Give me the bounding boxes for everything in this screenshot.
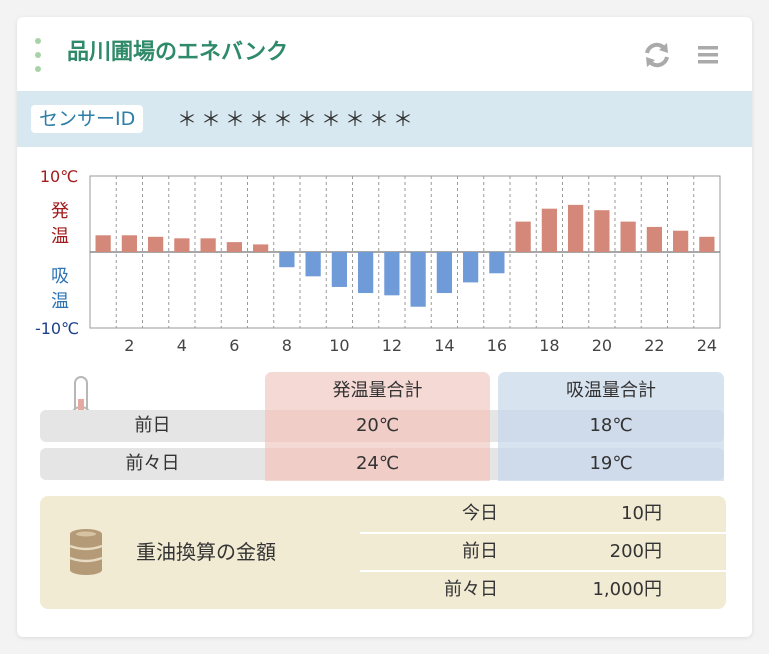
- row-label: 前々日: [125, 453, 180, 474]
- chart-bar: [541, 208, 557, 252]
- chart-bar: [174, 238, 190, 252]
- x-tick-label: 18: [539, 336, 559, 355]
- absorb-value: 18℃: [498, 410, 724, 442]
- oil-equivalent-label: 重油換算の金額: [136, 540, 276, 564]
- chart-bar: [436, 252, 452, 294]
- heat-axis-label: 温: [51, 226, 69, 247]
- x-tick-label: 8: [282, 336, 292, 355]
- y-bottom-label: -10℃: [35, 319, 79, 338]
- x-tick-label: 2: [124, 336, 134, 355]
- refresh-icon: [645, 42, 669, 68]
- x-tick-label: 6: [229, 336, 239, 355]
- sensor-id-label: センサーID: [31, 105, 144, 133]
- chart-bar: [331, 252, 347, 287]
- chart-bar: [226, 242, 242, 252]
- chart-bar: [95, 235, 111, 252]
- chart-bar: [568, 204, 584, 252]
- chart-bar: [489, 252, 505, 274]
- oil-row-value: 10円: [621, 503, 662, 524]
- heat-value: 24℃: [265, 448, 490, 480]
- summary-row-day-before: 前々日 24℃ 19℃: [40, 448, 724, 480]
- x-tick-label: 22: [644, 336, 664, 355]
- card-title: 品川圃場のエネバンク: [67, 40, 289, 65]
- hamburger-menu-icon: [698, 46, 718, 64]
- x-tick-label: 20: [592, 336, 612, 355]
- x-tick-label: 16: [487, 336, 507, 355]
- oil-row-label: 前日: [462, 541, 498, 562]
- chart-bar: [515, 221, 531, 252]
- divider: [360, 570, 726, 572]
- chart-bar: [200, 238, 216, 252]
- menu-button[interactable]: [691, 37, 727, 73]
- heat-value: 20℃: [265, 410, 490, 442]
- x-tick-label: 10: [329, 336, 349, 355]
- absorb-value: 19℃: [498, 448, 724, 480]
- heat-axis-label: 発: [51, 201, 69, 222]
- oil-row-label: 今日: [462, 503, 498, 524]
- row-label: 前日: [134, 415, 171, 436]
- chart-bar: [121, 235, 137, 252]
- divider: [360, 532, 726, 534]
- chart-bar: [305, 252, 321, 277]
- oil-barrel-icon: [69, 529, 103, 575]
- card-header: 品川圃場のエネバンク: [17, 17, 752, 91]
- chart-bar: [148, 236, 164, 252]
- chart-bar: [358, 252, 374, 294]
- absorb-axis-label: 温: [51, 291, 69, 312]
- absorb-total-header: 吸温量合計: [566, 380, 656, 401]
- oil-row-label: 前々日: [444, 579, 498, 600]
- chart-bar: [410, 252, 426, 307]
- chart-bar: [699, 236, 715, 252]
- chart-bar: [253, 244, 269, 252]
- chart-bar: [463, 252, 479, 283]
- oil-row-yesterday: 前日 200円: [360, 534, 726, 570]
- y-top-label: 10℃: [40, 167, 78, 186]
- drag-handle-icon[interactable]: [33, 38, 43, 74]
- chart-bar: [620, 221, 636, 252]
- oil-row-value: 1,000円: [592, 579, 662, 600]
- chart-bar: [279, 252, 295, 268]
- sensor-id-value: ＊＊＊＊＊＊＊＊＊＊: [177, 107, 417, 131]
- oil-row-day-before: 前々日 1,000円: [360, 572, 726, 608]
- oil-row-today: 今日 10円: [360, 496, 726, 532]
- chart-bar: [384, 252, 400, 296]
- oil-equivalent-panel: 重油換算の金額 今日 10円 前日 200円 前々日 1,000円: [40, 496, 726, 609]
- enebank-card: 品川圃場のエネバンク センサーID ＊＊＊＊＊＊＊＊＊＊ 2 4 6 8 10 12 14 1…: [17, 17, 752, 637]
- refresh-button[interactable]: [639, 37, 675, 73]
- x-tick-label: 14: [434, 336, 454, 355]
- chart-bar: [646, 226, 662, 252]
- absorb-axis-label: 吸: [51, 266, 69, 287]
- x-tick-label: 24: [697, 336, 717, 355]
- x-tick-label: 12: [382, 336, 402, 355]
- heat-total-header: 発温量合計: [332, 380, 423, 401]
- chart-bar: [594, 210, 610, 252]
- summary-row-yesterday: 前日 20℃ 18℃: [40, 410, 724, 442]
- x-tick-label: 4: [177, 336, 187, 355]
- sensor-bar: センサーID ＊＊＊＊＊＊＊＊＊＊: [17, 91, 752, 147]
- heat-chart: 2 4 6 8 10 12 14 16 18 20 22 24 10℃ -10℃ 発温吸温: [17, 157, 752, 372]
- chart-bar: [673, 230, 689, 252]
- oil-row-value: 200円: [609, 541, 662, 562]
